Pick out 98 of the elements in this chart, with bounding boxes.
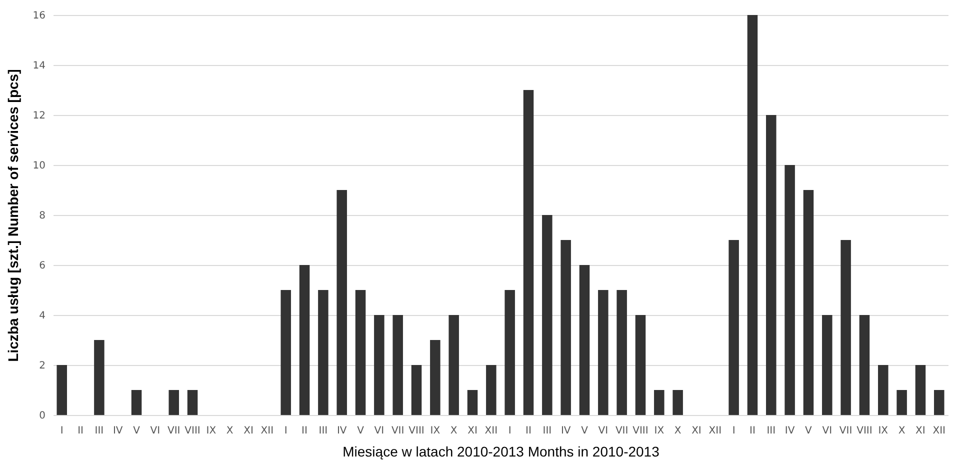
x-tick-label: VI — [822, 426, 832, 436]
bar — [822, 315, 832, 415]
y-tick-label: 16 — [32, 10, 46, 22]
x-tick-label: VI — [598, 426, 608, 436]
bar — [616, 290, 627, 415]
bar — [859, 315, 870, 415]
x-tick-label: II — [302, 426, 308, 436]
x-tick-label: I — [60, 426, 64, 436]
x-tick-label: I — [732, 426, 736, 436]
bar — [187, 390, 198, 415]
x-tick-label: XII — [932, 426, 946, 436]
x-tick-label: IV — [112, 426, 123, 436]
bar — [579, 265, 590, 415]
x-tick-label: VII — [391, 426, 404, 436]
x-tick-label: II — [78, 426, 84, 436]
bar — [784, 165, 795, 415]
bar — [486, 365, 496, 415]
bar — [168, 390, 179, 415]
bar — [560, 240, 571, 415]
x-tick-label: V — [581, 426, 588, 436]
x-tick-label: II — [750, 426, 756, 436]
bar — [934, 390, 944, 415]
bar — [728, 240, 739, 415]
x-tick-label: XII — [708, 426, 722, 436]
x-tick-label: IX — [654, 426, 664, 436]
x-tick-label: X — [226, 426, 234, 436]
x-tick-label: VI — [374, 426, 384, 436]
bar — [299, 265, 310, 415]
y-tick-label: 10 — [32, 160, 46, 172]
bar — [430, 340, 440, 415]
bar — [840, 240, 851, 415]
x-tick-label: IV — [560, 426, 571, 436]
x-tick-label: III — [766, 426, 776, 436]
x-tick-label: VI — [150, 426, 160, 436]
bar — [635, 315, 646, 415]
x-tick-label: II — [526, 426, 532, 436]
bar — [392, 315, 403, 415]
bar — [131, 390, 142, 415]
bar — [467, 390, 478, 415]
bar — [56, 365, 67, 415]
bar — [803, 190, 814, 415]
y-tick-label: 12 — [32, 110, 46, 122]
y-tick-label: 0 — [39, 410, 46, 422]
x-tick-label: XII — [484, 426, 498, 436]
bar — [504, 290, 515, 415]
bar — [374, 315, 384, 415]
x-tick-label: VII — [839, 426, 852, 436]
x-tick-label: IV — [784, 426, 795, 436]
bar — [448, 315, 459, 415]
x-axis-title: Miesiące w latach 2010-2013 Months in 2010-2013 — [342, 444, 660, 460]
bar — [878, 365, 888, 415]
x-tick-label: VIII — [408, 426, 424, 436]
x-tick-label: IX — [206, 426, 216, 436]
x-tick-label: X — [450, 426, 458, 436]
x-tick-label: III — [94, 426, 104, 436]
bar — [672, 390, 683, 415]
x-tick-label: I — [508, 426, 512, 436]
bar — [280, 290, 291, 415]
bar — [915, 365, 926, 415]
x-tick-label: IX — [430, 426, 440, 436]
x-tick-label: X — [674, 426, 682, 436]
x-tick-label: XI — [244, 426, 254, 436]
bar — [411, 365, 422, 415]
x-tick-label: VII — [615, 426, 628, 436]
bar — [336, 190, 347, 415]
bar — [766, 115, 776, 415]
x-tick-label: III — [318, 426, 328, 436]
y-tick-label: 6 — [39, 260, 46, 272]
x-tick-label: IV — [336, 426, 347, 436]
x-tick-label: X — [898, 426, 906, 436]
x-tick-label: V — [805, 426, 812, 436]
y-tick-label: 2 — [39, 360, 46, 372]
y-tick-label: 8 — [39, 210, 46, 222]
y-tick-label: 4 — [39, 310, 46, 322]
y-axis-title: Liczba usług [szt.] Number of services [pcs] — [4, 69, 21, 362]
x-tick-label: III — [542, 426, 552, 436]
bar — [523, 90, 534, 415]
bar — [94, 340, 104, 415]
x-tick-label: VII — [167, 426, 180, 436]
x-tick-label: XII — [260, 426, 274, 436]
bar — [542, 215, 552, 415]
x-tick-label: I — [284, 426, 288, 436]
bar — [896, 390, 907, 415]
bar — [654, 390, 664, 415]
x-tick-label: XI — [468, 426, 478, 436]
x-tick-label: XI — [916, 426, 926, 436]
x-tick-label: IX — [878, 426, 888, 436]
y-tick-label: 14 — [32, 60, 46, 72]
x-tick-label: XI — [692, 426, 702, 436]
bar — [318, 290, 328, 415]
x-tick-label: V — [357, 426, 364, 436]
x-tick-label: VIII — [856, 426, 872, 436]
x-tick-label: VIII — [184, 426, 200, 436]
bar — [747, 15, 758, 415]
x-tick-label: V — [133, 426, 140, 436]
bar — [598, 290, 608, 415]
bar — [355, 290, 366, 415]
x-tick-label: VIII — [632, 426, 648, 436]
